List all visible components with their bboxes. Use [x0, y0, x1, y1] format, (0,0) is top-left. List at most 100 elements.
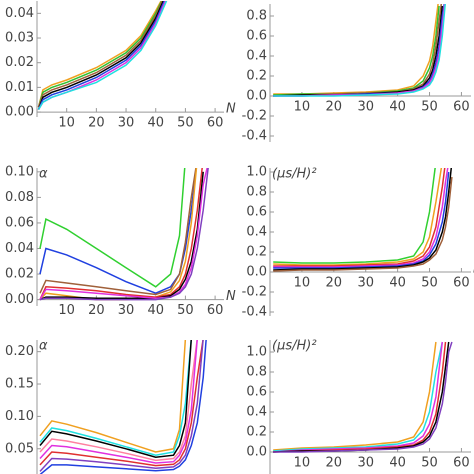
- series-line: [37, 1, 163, 108]
- series-line: [37, 1, 166, 110]
- plot-area: [273, 341, 453, 453]
- series-line: [273, 4, 446, 97]
- y-tick-label: 0.8: [246, 9, 267, 24]
- x-tick-label: 40: [389, 100, 406, 115]
- x-tick-label: 60: [207, 303, 224, 318]
- series-line: [37, 1, 162, 108]
- x-tick-label: 50: [421, 456, 438, 471]
- y-tick-label: 0.4: [246, 405, 267, 420]
- x-tick-label: 50: [177, 303, 194, 318]
- x-tick-label: 40: [147, 303, 164, 318]
- x-tick-label: 30: [118, 303, 135, 318]
- y-tick-label: 0.01: [5, 80, 34, 95]
- x-tick-label: 20: [326, 276, 343, 291]
- series-line: [273, 171, 450, 269]
- y-tick-label: 0.02: [5, 267, 34, 282]
- y-tick-label: 0.06: [5, 215, 34, 230]
- y-tick-label: 0.2: [246, 69, 267, 84]
- x-axis-label: N: [226, 102, 236, 117]
- series-line: [39, 340, 192, 458]
- series-line: [273, 4, 446, 97]
- x-tick-label: 30: [357, 276, 374, 291]
- series-line: [37, 1, 168, 110]
- y-tick-label: -0.2: [242, 109, 267, 124]
- plot-area: [39, 168, 209, 301]
- y-tick-label: 0.02: [5, 55, 34, 70]
- series-line: [273, 341, 444, 453]
- x-tick-label: 30: [118, 116, 135, 131]
- y-tick-label: 0.05: [5, 441, 34, 456]
- y-axis-label: (μs/H)²: [272, 167, 317, 182]
- x-tick-label: 10: [58, 116, 75, 131]
- series-line: [273, 168, 446, 267]
- y-tick-label: 0.6: [246, 385, 267, 400]
- y-tick-label: 0.04: [5, 6, 34, 21]
- y-tick-label: 0.6: [246, 29, 267, 44]
- y-tick-label: -0.4: [242, 305, 267, 320]
- series-line: [37, 1, 165, 110]
- series-line: [37, 1, 164, 108]
- x-tick-label: 30: [357, 100, 374, 115]
- y-tick-label: 0.00: [5, 292, 34, 307]
- y-tick-label: 1.0: [246, 165, 267, 180]
- series-line: [39, 340, 204, 467]
- y-tick-label: 0.2: [246, 245, 267, 260]
- y-tick-label: -0.4: [242, 129, 267, 144]
- plot-area: [273, 4, 446, 97]
- series-line: [39, 340, 198, 462]
- x-tick-label: 60: [453, 456, 470, 471]
- x-tick-label: 60: [207, 116, 224, 131]
- y-tick-label: 0.2: [246, 425, 267, 440]
- y-tick-label: 0.10: [5, 409, 34, 424]
- series-line: [273, 341, 450, 453]
- y-axis-label: α: [39, 167, 48, 182]
- x-tick-label: 10: [294, 100, 311, 115]
- series-line: [273, 341, 447, 453]
- y-tick-label: 1.0: [246, 345, 267, 360]
- series-line: [273, 341, 453, 453]
- x-tick-label: 50: [177, 116, 194, 131]
- series-line: [39, 340, 204, 472]
- x-tick-label: 10: [294, 276, 311, 291]
- series-line: [273, 168, 453, 271]
- series-line: [273, 168, 449, 268]
- x-tick-label: 60: [453, 276, 470, 291]
- y-tick-label: -0.2: [242, 285, 267, 300]
- series-line: [273, 5, 440, 96]
- x-tick-label: 40: [389, 276, 406, 291]
- y-tick-label: 0.0: [246, 265, 267, 280]
- y-tick-label: 0.6: [246, 205, 267, 220]
- series-line: [273, 341, 444, 452]
- x-tick-label: 40: [389, 456, 406, 471]
- plot-area: [39, 340, 207, 474]
- y-tick-label: 0.15: [5, 377, 34, 392]
- series-line: [273, 4, 443, 97]
- series-line: [39, 340, 207, 474]
- series-line: [39, 340, 192, 456]
- series-line: [273, 168, 443, 266]
- x-tick-label: 40: [147, 116, 164, 131]
- x-tick-label: 50: [421, 100, 438, 115]
- series-line: [39, 168, 203, 300]
- x-tick-label: 20: [88, 116, 105, 131]
- y-tick-label: 0.10: [5, 164, 34, 179]
- x-tick-label: 20: [326, 456, 343, 471]
- y-tick-label: 0.0: [246, 445, 267, 460]
- x-tick-label: 60: [453, 100, 470, 115]
- y-tick-label: 0.20: [5, 344, 34, 359]
- x-axis-label: N: [226, 289, 236, 304]
- series-line: [273, 341, 437, 451]
- y-tick-label: 0.0: [246, 89, 267, 104]
- x-tick-label: 10: [58, 303, 75, 318]
- y-tick-label: 0.4: [246, 225, 267, 240]
- y-tick-label: 0.8: [246, 365, 267, 380]
- x-tick-label: 30: [357, 456, 374, 471]
- x-tick-label: 10: [294, 456, 311, 471]
- series-line: [273, 168, 436, 264]
- series-line: [39, 168, 186, 288]
- y-tick-label: 0.8: [246, 185, 267, 200]
- series-line: [273, 4, 439, 95]
- y-axis-label: α: [39, 339, 48, 354]
- plot-area: [37, 1, 168, 110]
